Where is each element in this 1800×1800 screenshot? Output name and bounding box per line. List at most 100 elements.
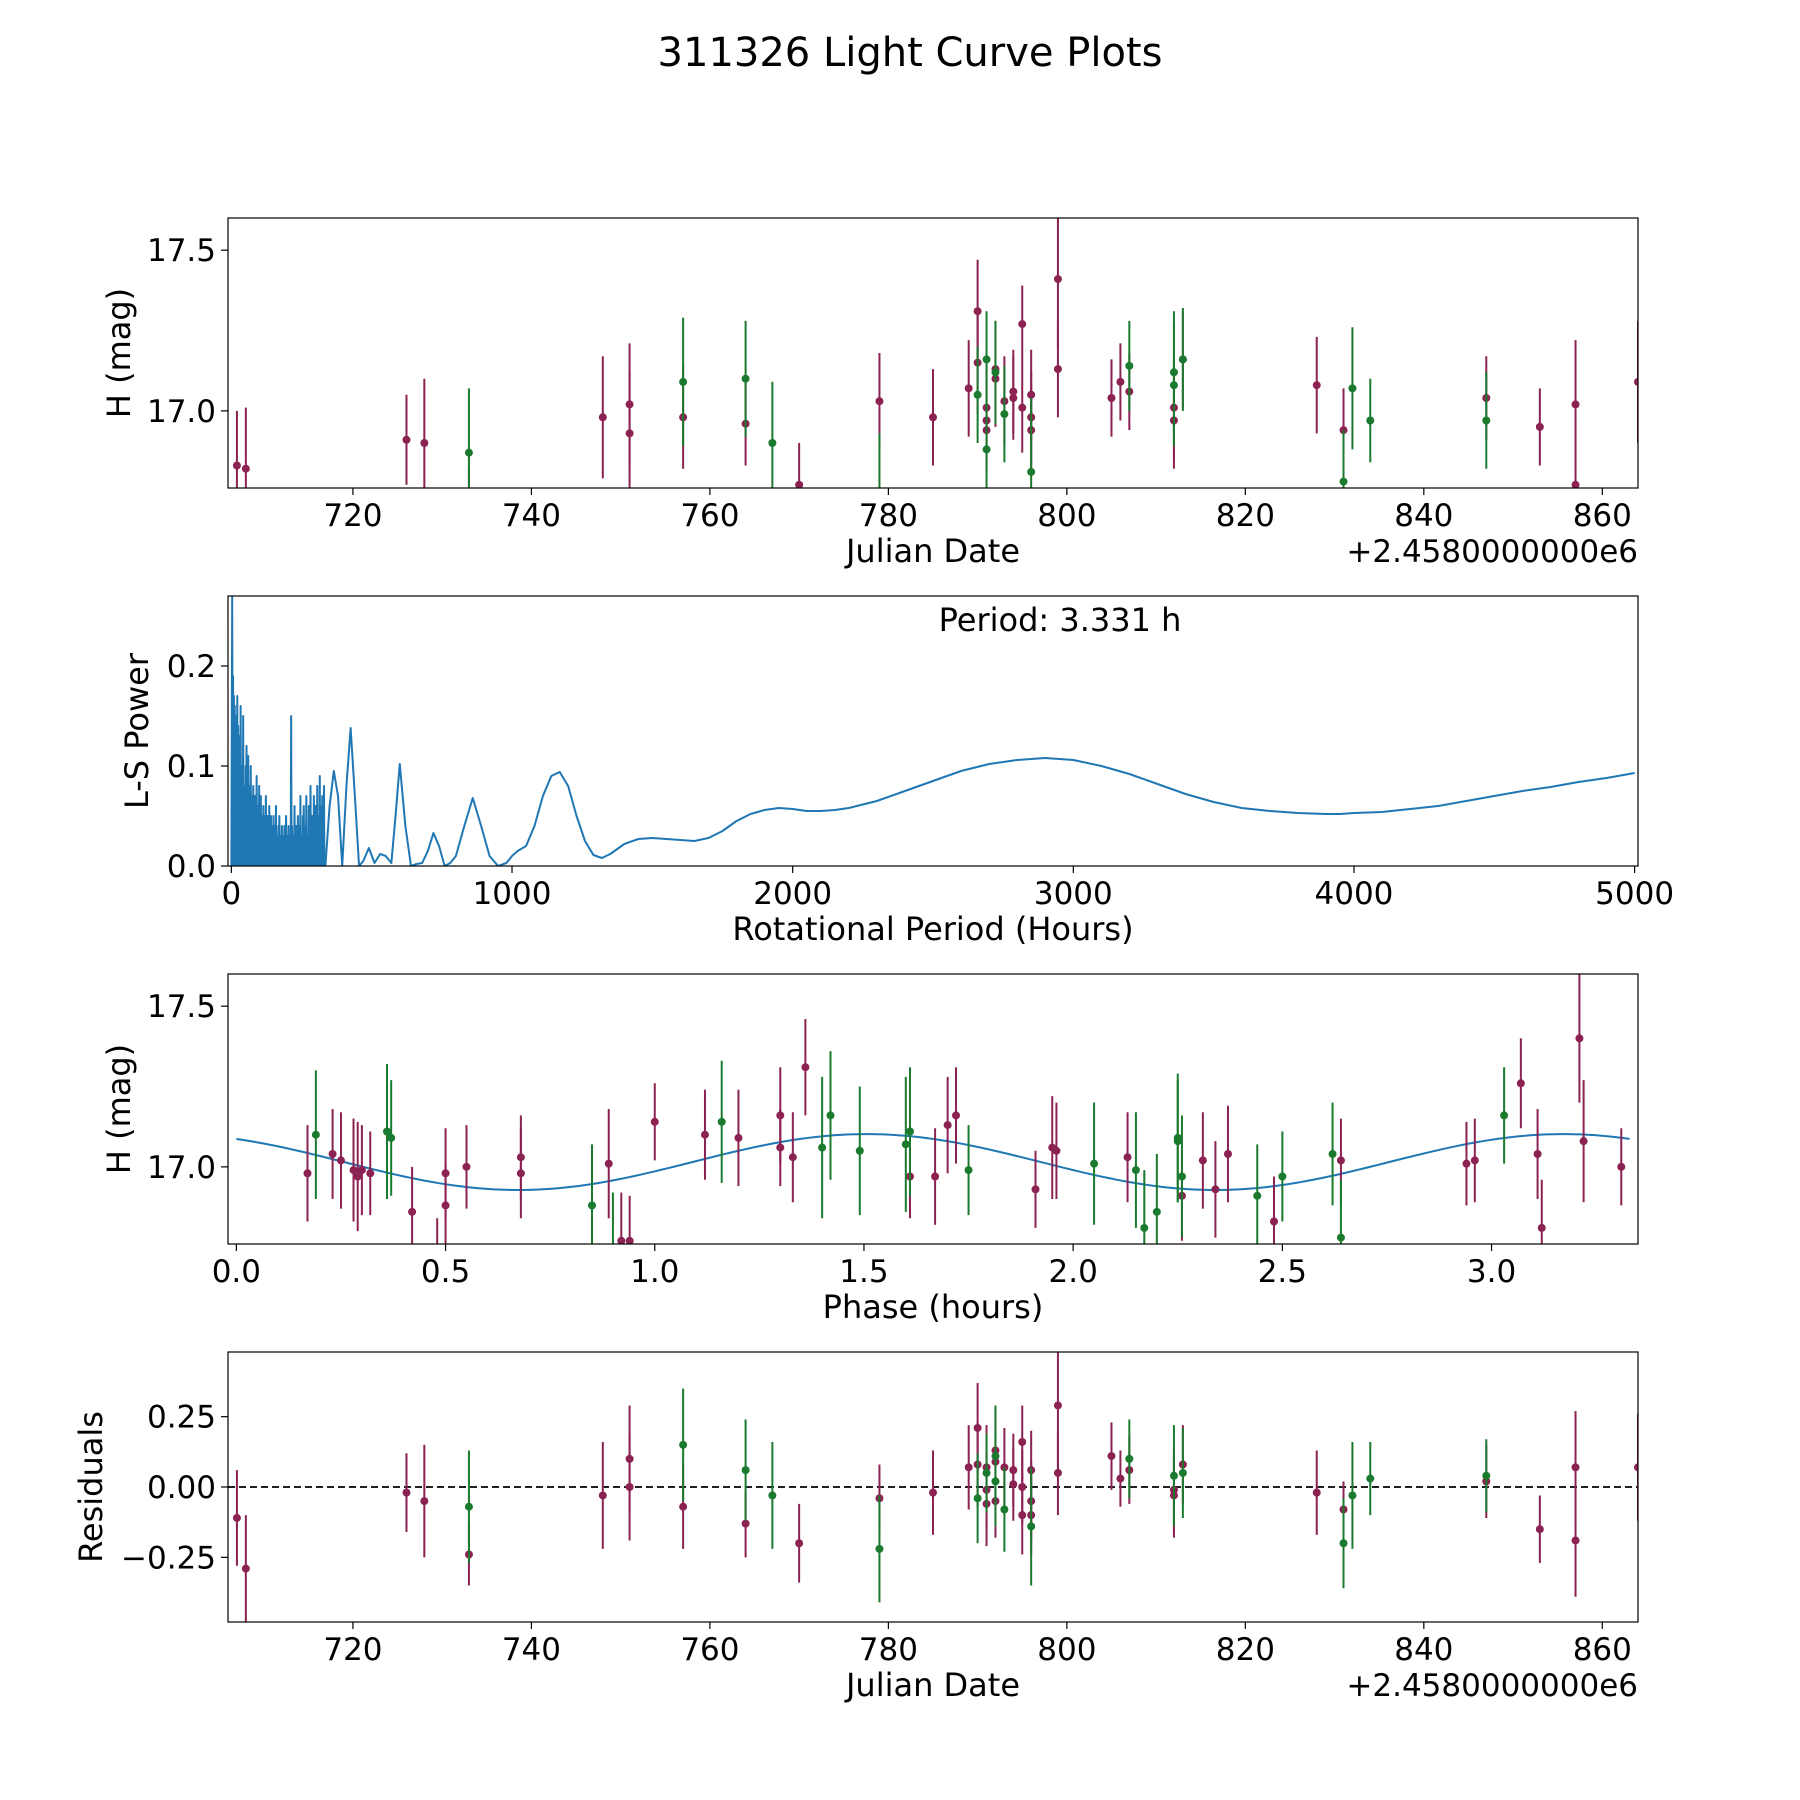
x-tick-label: 860 [1573,498,1632,534]
residuals-panel: 720 740 760 780 800 820 840 860 −0.25 0.00 0.25 Ju… [72,1351,1639,1704]
data-point-filter-a [625,429,634,438]
data-point-filter-a [679,1502,688,1511]
data-point-filter-b [741,1466,750,1475]
data-point-filter-a [1018,320,1027,329]
plot-marks [230,596,1635,866]
data-point-filter-b [1336,1233,1345,1242]
data-point-filter-b [964,1166,973,1175]
data-point-filter-a [441,1169,450,1178]
data-point-filter-a [741,1519,750,1528]
x-tick-label: 2000 [753,876,832,912]
data-point-filter-b [982,355,991,364]
data-point-filter-b [768,1491,777,1500]
data-point-filter-a [1312,381,1321,390]
data-point-filter-a [788,1153,797,1162]
y-tick-label: 17.0 [147,1150,216,1186]
data-point-filter-a [1571,400,1580,409]
data-point-filter-b [679,1440,688,1449]
x-tick-label: 740 [502,498,561,534]
data-point-filter-b [901,1140,910,1149]
data-point-filter-b [768,439,777,447]
data-point-filter-b [1278,1172,1287,1181]
x-tick-label: 840 [1394,498,1453,534]
data-point-filter-b [855,1146,864,1155]
x-tick-label: 720 [323,498,382,534]
data-point-filter-a [241,1564,250,1573]
data-point-filter-a [795,480,804,488]
y-tick-label: 0.1 [167,749,216,785]
data-point-filter-b [382,1127,391,1136]
light-curve-x-label: Julian Date [844,532,1020,570]
x-tick-label: 720 [323,1632,382,1668]
data-point-filter-b [387,1133,396,1142]
data-point-filter-b [1339,477,1348,486]
x-tick-label: 820 [1216,498,1275,534]
data-point-filter-a [1053,1401,1062,1410]
data-point-filter-a [303,1169,312,1178]
data-point-filter-a [1535,422,1544,431]
light-curve-y-label: H (mag) [100,288,138,418]
data-point-filter-b [1169,1471,1178,1480]
data-point-filter-a [402,435,411,444]
light-curve-plot-area [232,218,1638,508]
data-point-filter-a [700,1130,709,1139]
data-point-filter-a [604,1159,613,1168]
y-tick-label: 0.2 [167,649,216,685]
phased-x-label: Phase (hours) [823,1288,1044,1326]
periodogram-spike-series [230,596,326,866]
data-point-filter-a [1634,377,1638,386]
data-point-filter-a [1535,1525,1544,1534]
model-fit-curve [236,1133,1630,1191]
data-point-filter-a [1018,1483,1027,1491]
x-tick-label: 840 [1394,1632,1453,1668]
x-tick-label: 1.0 [630,1254,679,1290]
data-point-filter-b [1173,1133,1182,1142]
plot-marks [232,218,1638,508]
x-tick-label: 5000 [1595,876,1674,912]
data-point-filter-a [1617,1162,1626,1171]
data-point-filter-a [1027,390,1036,399]
data-point-filter-b [991,368,1000,377]
data-point-filter-b [818,1143,827,1152]
data-point-filter-b [1348,1491,1357,1500]
period-annotation: Period: 3.331 h [939,601,1182,639]
data-point-filter-b [311,1130,320,1139]
data-point-filter-a [328,1150,337,1158]
data-point-filter-a [465,500,473,508]
periodogram-panel: 0 1000 2000 3000 4000 5000 0.0 0.1 0.2 Period: 3… [118,595,1674,948]
data-point-filter-a [1312,1488,1321,1497]
x-tick-label: 1.5 [839,1254,888,1290]
data-point-filter-b [1178,1468,1187,1477]
x-tick-label: 740 [502,1632,561,1668]
data-point-filter-b [1482,1471,1491,1480]
plot-marks [236,974,1630,1244]
data-point-filter-a [1575,1034,1584,1043]
data-point-filter-a [408,1207,417,1216]
data-point-filter-b [1131,1166,1140,1175]
y-tick-label: 0.25 [147,1400,216,1436]
data-point-filter-a [625,1236,634,1244]
data-point-filter-a [1533,1150,1542,1158]
data-point-filter-a [964,1463,973,1472]
periodogram-y-label: L-S Power [118,652,156,809]
phased-ticks: 0.0 0.5 1.0 1.5 2.0 2.5 3.0 17.0 17.5 [147,989,1516,1290]
periodogram-line [324,727,1635,866]
data-point-filter-a [943,1121,952,1130]
data-point-filter-a [1009,394,1018,402]
data-point-filter-a [929,1488,937,1497]
x-tick-label: 3000 [1034,876,1113,912]
data-point-filter-a [1107,1452,1116,1461]
data-point-filter-a [617,1236,626,1244]
data-point-filter-a [1018,403,1027,412]
data-point-filter-a [1571,1536,1580,1545]
residuals-offset-text: +2.4580000000e6 [1346,1668,1638,1704]
data-point-filter-a [1031,1185,1040,1194]
phased-plot-area [236,974,1630,1244]
y-tick-label: 17.5 [147,989,216,1025]
figure-title: 311326 Light Curve Plots [658,30,1163,76]
data-point-filter-a [598,1491,607,1500]
data-point-filter-a [357,1166,366,1175]
data-point-filter-a [462,1162,471,1171]
data-point-filter-b [1027,1522,1036,1531]
